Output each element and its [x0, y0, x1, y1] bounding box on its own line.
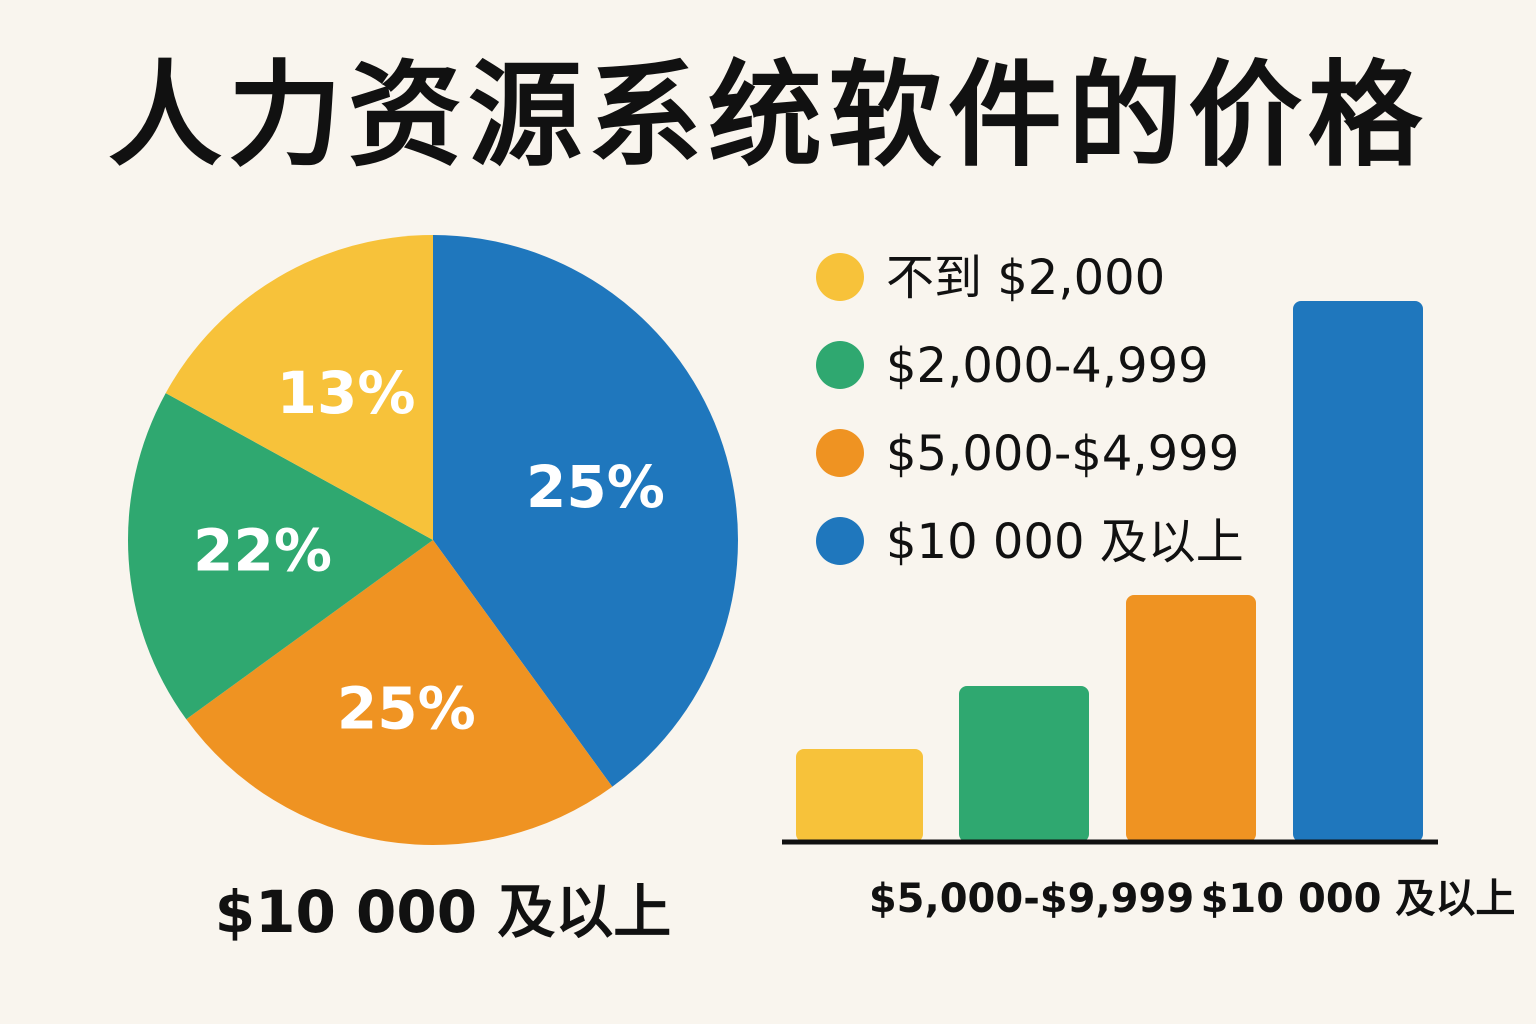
- legend-marker: [816, 429, 864, 477]
- legend-label: $10 000 及以上: [886, 514, 1244, 570]
- pie-slice-label: 13%: [277, 359, 416, 427]
- pie-slice: [165, 235, 434, 540]
- legend-label: 不到 $2,000: [886, 250, 1165, 306]
- pie-slice: [433, 235, 738, 787]
- legend-label: $5,000-$4,999: [886, 426, 1239, 482]
- legend-label: $2,000-4,999: [886, 338, 1209, 394]
- pie-chart: 25% 25% 22% 13%: [127, 235, 738, 846]
- pie-caption: $10 000 及以上: [215, 878, 672, 946]
- legend-marker: [816, 517, 864, 565]
- page-title: 人力资源系统软件的价格: [107, 49, 1428, 182]
- bar: [1126, 595, 1256, 842]
- pie-slice-label: 22%: [193, 517, 332, 585]
- bar: [796, 749, 923, 842]
- legend: 不到 $2,000 $2,000-4,999 $5,000-$4,999 $10 00…: [816, 250, 1244, 570]
- bar: [959, 686, 1089, 842]
- pie-slice-label: 25%: [337, 675, 476, 743]
- bar: [1293, 301, 1423, 842]
- bar-category-label: $5,000-$9,999: [869, 876, 1194, 922]
- pie-slice: [186, 540, 613, 846]
- bar-category-labels: $5,000-$9,999 $10 000 及以上: [869, 876, 1516, 922]
- pie-slice-label: 25%: [526, 453, 665, 521]
- bar-category-label: $10 000 及以上: [1201, 876, 1516, 922]
- legend-marker: [816, 253, 864, 301]
- pie-slice: [127, 393, 433, 720]
- bar-chart: [796, 301, 1423, 842]
- legend-marker: [816, 341, 864, 389]
